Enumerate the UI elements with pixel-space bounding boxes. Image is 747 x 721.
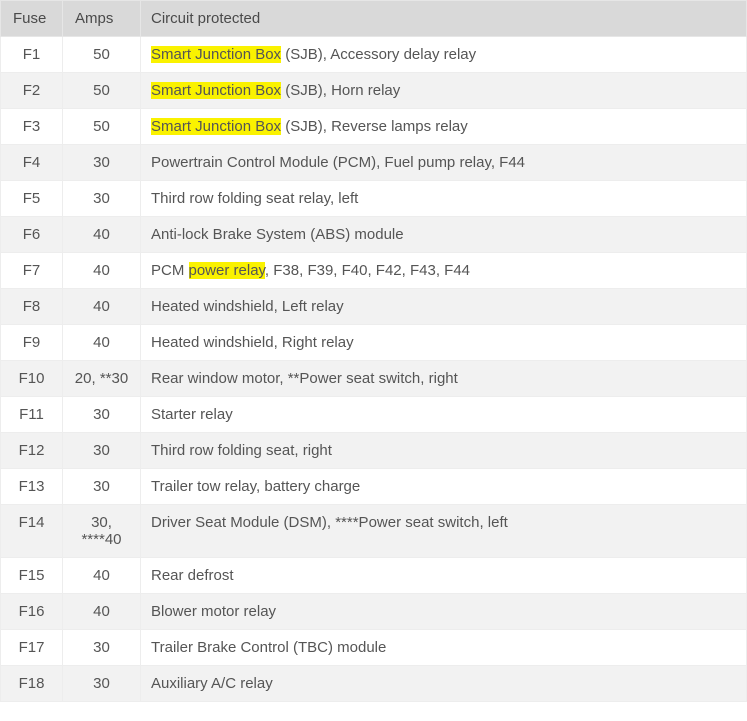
- cell-amps: 30: [63, 630, 141, 666]
- fuse-table: Fuse Amps Circuit protected F150Smart Ju…: [0, 0, 747, 702]
- cell-circuit: Third row folding seat, right: [141, 433, 747, 469]
- table-row: F1730Trailer Brake Control (TBC) module: [1, 630, 747, 666]
- cell-fuse: F13: [1, 469, 63, 505]
- cell-amps: 40: [63, 325, 141, 361]
- cell-amps: 20, **30: [63, 361, 141, 397]
- cell-circuit: Heated windshield, Left relay: [141, 289, 747, 325]
- cell-circuit: Smart Junction Box (SJB), Reverse lamps …: [141, 109, 747, 145]
- cell-circuit: Driver Seat Module (DSM), ****Power seat…: [141, 505, 747, 558]
- cell-amps: 50: [63, 109, 141, 145]
- cell-fuse: F2: [1, 73, 63, 109]
- cell-fuse: F3: [1, 109, 63, 145]
- cell-circuit: Third row folding seat relay, left: [141, 181, 747, 217]
- cell-amps: 30: [63, 145, 141, 181]
- cell-amps: 50: [63, 73, 141, 109]
- col-header-fuse: Fuse: [1, 1, 63, 37]
- cell-circuit: Powertrain Control Module (PCM), Fuel pu…: [141, 145, 747, 181]
- table-row: F1540Rear defrost: [1, 558, 747, 594]
- table-row: F1430, ****40Driver Seat Module (DSM), *…: [1, 505, 747, 558]
- cell-circuit: PCM power relay, F38, F39, F40, F42, F43…: [141, 253, 747, 289]
- highlight: Smart Junction Box: [151, 46, 281, 63]
- cell-fuse: F6: [1, 217, 63, 253]
- cell-circuit: Anti-lock Brake System (ABS) module: [141, 217, 747, 253]
- cell-amps: 30: [63, 433, 141, 469]
- highlight: Smart Junction Box: [151, 82, 281, 99]
- table-row: F150Smart Junction Box (SJB), Accessory …: [1, 37, 747, 73]
- table-row: F840Heated windshield, Left relay: [1, 289, 747, 325]
- cell-amps: 40: [63, 217, 141, 253]
- cell-amps: 30: [63, 181, 141, 217]
- col-header-amps: Amps: [63, 1, 141, 37]
- table-row: F740PCM power relay, F38, F39, F40, F42,…: [1, 253, 747, 289]
- table-row: F530Third row folding seat relay, left: [1, 181, 747, 217]
- cell-fuse: F9: [1, 325, 63, 361]
- table-row: F1020, **30Rear window motor, **Power se…: [1, 361, 747, 397]
- highlight: Smart Junction Box: [151, 118, 281, 135]
- highlight: power relay: [189, 262, 265, 279]
- table-row: F640Anti-lock Brake System (ABS) module: [1, 217, 747, 253]
- cell-fuse: F14: [1, 505, 63, 558]
- cell-amps: 40: [63, 289, 141, 325]
- table-header-row: Fuse Amps Circuit protected: [1, 1, 747, 37]
- cell-fuse: F10: [1, 361, 63, 397]
- cell-circuit: Rear defrost: [141, 558, 747, 594]
- cell-fuse: F18: [1, 666, 63, 702]
- cell-circuit: Auxiliary A/C relay: [141, 666, 747, 702]
- cell-fuse: F12: [1, 433, 63, 469]
- cell-circuit: Heated windshield, Right relay: [141, 325, 747, 361]
- cell-fuse: F4: [1, 145, 63, 181]
- cell-amps: 40: [63, 558, 141, 594]
- table-row: F1130Starter relay: [1, 397, 747, 433]
- cell-fuse: F1: [1, 37, 63, 73]
- cell-circuit: Smart Junction Box (SJB), Horn relay: [141, 73, 747, 109]
- table-row: F1230Third row folding seat, right: [1, 433, 747, 469]
- table-row: F1330Trailer tow relay, battery charge: [1, 469, 747, 505]
- table-row: F940Heated windshield, Right relay: [1, 325, 747, 361]
- cell-fuse: F8: [1, 289, 63, 325]
- cell-amps: 50: [63, 37, 141, 73]
- cell-circuit: Trailer tow relay, battery charge: [141, 469, 747, 505]
- cell-fuse: F7: [1, 253, 63, 289]
- table-row: F250Smart Junction Box (SJB), Horn relay: [1, 73, 747, 109]
- cell-amps: 30: [63, 397, 141, 433]
- cell-amps: 30: [63, 666, 141, 702]
- cell-fuse: F16: [1, 594, 63, 630]
- cell-fuse: F5: [1, 181, 63, 217]
- cell-fuse: F15: [1, 558, 63, 594]
- table-row: F1830Auxiliary A/C relay: [1, 666, 747, 702]
- cell-fuse: F11: [1, 397, 63, 433]
- cell-amps: 30: [63, 469, 141, 505]
- table-row: F350Smart Junction Box (SJB), Reverse la…: [1, 109, 747, 145]
- table-row: F430Powertrain Control Module (PCM), Fue…: [1, 145, 747, 181]
- cell-circuit: Trailer Brake Control (TBC) module: [141, 630, 747, 666]
- cell-amps: 30, ****40: [63, 505, 141, 558]
- cell-amps: 40: [63, 594, 141, 630]
- cell-amps: 40: [63, 253, 141, 289]
- table-row: F1640Blower motor relay: [1, 594, 747, 630]
- cell-circuit: Smart Junction Box (SJB), Accessory dela…: [141, 37, 747, 73]
- col-header-circuit: Circuit protected: [141, 1, 747, 37]
- cell-circuit: Starter relay: [141, 397, 747, 433]
- cell-circuit: Blower motor relay: [141, 594, 747, 630]
- cell-fuse: F17: [1, 630, 63, 666]
- cell-circuit: Rear window motor, **Power seat switch, …: [141, 361, 747, 397]
